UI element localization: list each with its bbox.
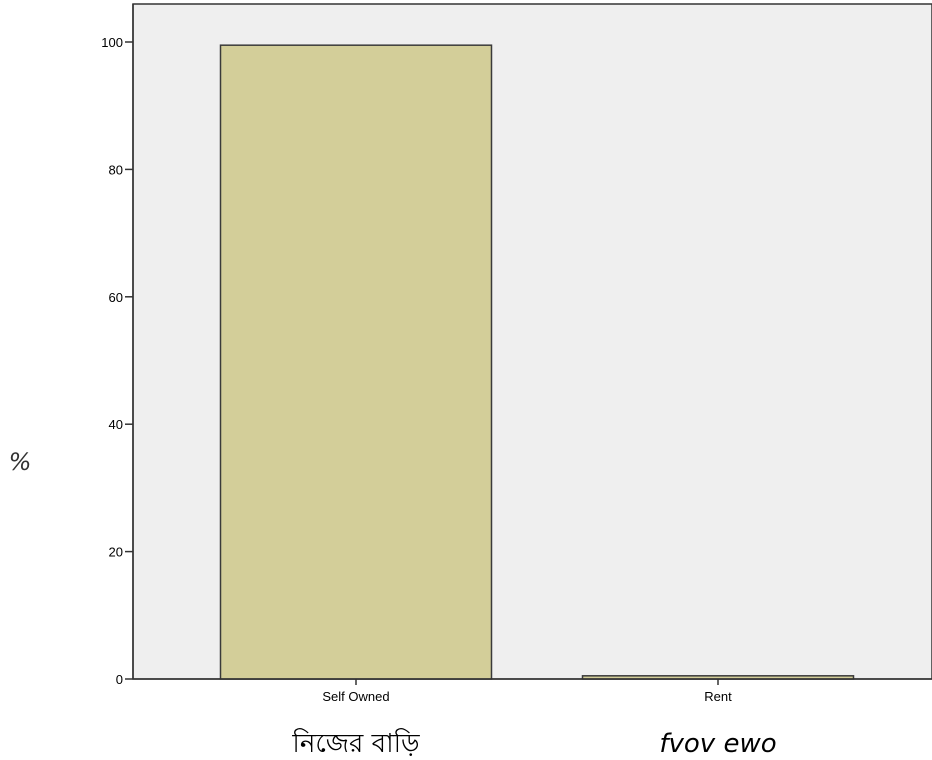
- x-tick-label: Rent: [704, 689, 732, 704]
- x-tick-label: Self Owned: [322, 689, 389, 704]
- y-axis-label: %: [9, 448, 32, 476]
- y-tick-label: 80: [109, 162, 123, 177]
- category-subtitle: নিজের বাড়ি: [291, 728, 420, 759]
- bars: [219, 44, 855, 680]
- x-axis-categories: Self Owned নিজের বাড়ি Rent fvov ewo: [291, 679, 777, 759]
- y-tick-label: 20: [109, 545, 123, 560]
- y-tick-label: 60: [109, 290, 123, 305]
- bar: [219, 44, 493, 680]
- y-tick-label: 40: [109, 417, 123, 432]
- y-tick-label: 0: [116, 672, 123, 687]
- y-tick-label: 100: [101, 35, 123, 50]
- y-axis-ticks: 0 20 40 60 80 100: [101, 35, 133, 687]
- category-subtitle: fvov ewo: [659, 729, 776, 759]
